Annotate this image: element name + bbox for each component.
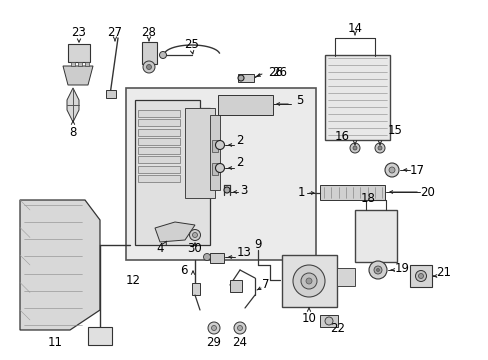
Bar	[354, 210, 396, 262]
Text: 4: 4	[156, 242, 163, 255]
Bar	[126, 88, 315, 260]
Text: 2: 2	[236, 134, 243, 147]
Bar	[138, 138, 180, 145]
Bar	[212, 140, 218, 152]
Bar	[209, 115, 220, 190]
Polygon shape	[135, 100, 209, 245]
Circle shape	[301, 273, 316, 289]
Bar	[212, 163, 218, 175]
Text: 29: 29	[206, 336, 221, 348]
Circle shape	[192, 233, 197, 238]
Bar	[409, 265, 431, 287]
Bar	[282, 255, 336, 307]
Circle shape	[159, 51, 166, 58]
Circle shape	[352, 146, 356, 150]
Bar	[138, 110, 180, 117]
Polygon shape	[20, 200, 100, 330]
Bar	[78, 62, 82, 66]
Bar	[138, 175, 180, 182]
Bar	[319, 315, 337, 327]
Text: 26: 26	[271, 67, 286, 80]
Bar	[88, 327, 112, 345]
Circle shape	[234, 322, 245, 334]
Text: 15: 15	[387, 123, 402, 136]
Circle shape	[415, 270, 426, 282]
Circle shape	[368, 261, 386, 279]
Text: 8: 8	[69, 126, 77, 139]
Text: 10: 10	[301, 311, 316, 324]
Polygon shape	[63, 66, 93, 85]
Bar	[138, 129, 180, 136]
Circle shape	[377, 146, 381, 150]
Circle shape	[215, 140, 224, 149]
Circle shape	[349, 143, 359, 153]
Bar	[138, 119, 180, 126]
Text: 20: 20	[419, 185, 434, 198]
Bar	[71, 62, 75, 66]
Text: 19: 19	[394, 261, 409, 274]
Text: 13: 13	[237, 247, 251, 260]
Text: 18: 18	[360, 192, 375, 204]
Bar	[138, 166, 180, 173]
Text: 24: 24	[232, 336, 247, 348]
Text: 25: 25	[184, 37, 199, 50]
Bar	[138, 157, 180, 163]
Bar	[142, 42, 157, 64]
Circle shape	[215, 163, 224, 172]
Text: 6: 6	[180, 264, 187, 276]
Circle shape	[224, 187, 229, 193]
Bar	[138, 147, 180, 154]
Circle shape	[373, 266, 381, 274]
Bar	[209, 253, 224, 263]
Text: 7: 7	[262, 279, 269, 292]
Text: 30: 30	[187, 242, 202, 255]
Text: 14: 14	[347, 22, 362, 35]
Circle shape	[203, 253, 210, 261]
Polygon shape	[155, 222, 195, 242]
Bar	[106, 90, 116, 98]
Circle shape	[305, 278, 311, 284]
Text: 26: 26	[267, 66, 283, 78]
Circle shape	[189, 230, 200, 240]
Text: 2: 2	[236, 157, 243, 170]
Bar	[218, 95, 272, 115]
Circle shape	[325, 317, 332, 325]
Bar	[68, 44, 90, 62]
Text: 16: 16	[334, 130, 349, 144]
Bar	[325, 55, 389, 140]
Text: 27: 27	[107, 26, 122, 39]
Circle shape	[146, 64, 151, 69]
Bar	[319, 185, 384, 200]
Text: 28: 28	[141, 26, 156, 39]
Bar	[85, 62, 89, 66]
Text: 11: 11	[47, 336, 62, 348]
Circle shape	[207, 322, 220, 334]
Text: 21: 21	[435, 266, 450, 279]
Circle shape	[376, 269, 379, 271]
Circle shape	[237, 325, 242, 330]
Circle shape	[211, 325, 216, 330]
Bar	[238, 74, 253, 82]
Text: 1: 1	[297, 186, 305, 199]
Circle shape	[292, 265, 325, 297]
Circle shape	[384, 163, 398, 177]
Circle shape	[418, 274, 423, 279]
Circle shape	[142, 61, 155, 73]
Text: 23: 23	[71, 26, 86, 39]
Text: 5: 5	[295, 94, 303, 107]
Text: 12: 12	[125, 274, 140, 287]
Text: 22: 22	[329, 321, 345, 334]
Circle shape	[238, 75, 244, 81]
Text: 3: 3	[240, 184, 247, 197]
Circle shape	[374, 143, 384, 153]
Text: 17: 17	[409, 163, 424, 176]
Bar	[192, 283, 200, 295]
Circle shape	[388, 167, 394, 173]
Bar	[336, 268, 354, 286]
Bar	[184, 108, 215, 198]
Text: 9: 9	[254, 238, 261, 252]
Bar	[229, 280, 242, 292]
Polygon shape	[67, 88, 79, 122]
